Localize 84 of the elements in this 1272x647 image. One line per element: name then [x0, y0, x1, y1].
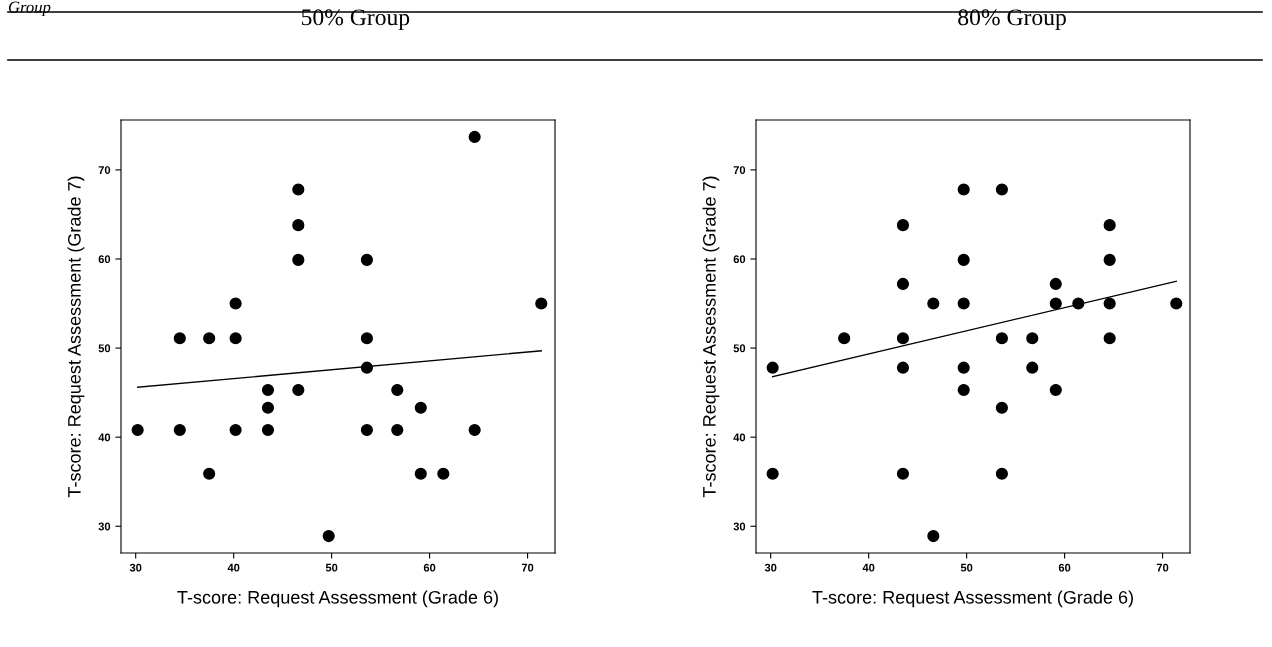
point: [229, 332, 242, 345]
point: [173, 423, 186, 437]
point: [957, 383, 970, 397]
point: [360, 423, 373, 437]
point: [292, 219, 305, 232]
point: [766, 467, 779, 480]
y-tick-label: 70: [98, 166, 111, 175]
x-tick-label: 30: [129, 563, 142, 572]
x-tick-label: 70: [521, 563, 534, 572]
point: [1103, 219, 1116, 232]
point: [261, 423, 275, 437]
chart-title: 50% Group: [301, 9, 410, 31]
x-tick-label: 30: [764, 563, 777, 572]
point: [896, 219, 910, 232]
point: [896, 467, 910, 480]
point: [437, 467, 450, 480]
point: [292, 253, 305, 266]
point: [896, 277, 910, 291]
point: [391, 383, 404, 397]
point: [292, 183, 305, 196]
chart-title: 80% Group: [958, 9, 1066, 31]
point: [261, 401, 275, 414]
point: [838, 332, 851, 345]
x-axis-title: T-score: Request Assessment (Grade 6): [812, 590, 1133, 608]
point: [957, 253, 970, 266]
point: [360, 253, 373, 266]
y-axis-title: T-score: Request Assessment (Grade 7): [67, 176, 85, 498]
point: [896, 361, 910, 374]
point: [896, 332, 910, 345]
point: [957, 361, 970, 374]
point: [468, 130, 481, 144]
y-tick-label: 40: [98, 433, 111, 442]
point: [229, 297, 242, 310]
x-tick-label: 40: [862, 563, 875, 572]
point: [414, 467, 427, 480]
x-tick-label: 50: [325, 563, 338, 572]
point: [995, 467, 1008, 480]
point: [1049, 383, 1062, 397]
point: [1072, 297, 1085, 310]
point: [468, 423, 481, 437]
y-tick-label: 50: [733, 344, 746, 353]
point: [131, 423, 144, 437]
point: [322, 529, 335, 543]
point: [1026, 361, 1039, 374]
x-tick-label: 60: [1058, 563, 1071, 572]
y-tick-label: 40: [733, 433, 746, 442]
y-tick-label: 60: [98, 255, 111, 264]
y-tick-label: 50: [98, 344, 111, 353]
point: [173, 332, 186, 345]
point: [1049, 277, 1062, 291]
point: [1049, 297, 1062, 310]
x-tick-label: 50: [960, 563, 973, 572]
point: [1103, 297, 1116, 310]
y-tick-label: 60: [733, 255, 746, 264]
point: [995, 183, 1008, 196]
point: [1170, 297, 1183, 310]
point: [203, 332, 216, 345]
point: [535, 297, 548, 310]
y-tick-label: 30: [733, 522, 746, 531]
point: [1103, 253, 1116, 266]
point: [261, 383, 275, 397]
point: [995, 401, 1008, 414]
point: [766, 361, 779, 374]
point: [203, 467, 216, 480]
point: [995, 332, 1008, 345]
point: [414, 401, 427, 414]
y-tick-label: 30: [98, 522, 111, 531]
point: [292, 383, 305, 397]
x-axis-title: T-score: Request Assessment (Grade 6): [177, 590, 498, 608]
point: [1026, 332, 1039, 345]
point: [229, 423, 242, 437]
point: [957, 183, 970, 196]
point: [360, 361, 373, 374]
point: [957, 297, 970, 310]
point: [360, 332, 373, 345]
point: [927, 297, 940, 310]
y-tick-label: 70: [733, 166, 746, 175]
x-tick-label: 60: [423, 563, 436, 572]
y-axis-title: T-score: Request Assessment (Grade 7): [702, 176, 720, 498]
point: [1103, 332, 1116, 345]
x-tick-label: 40: [227, 563, 240, 572]
point: [927, 529, 940, 543]
point: [391, 423, 404, 437]
x-tick-label: 70: [1156, 563, 1169, 572]
